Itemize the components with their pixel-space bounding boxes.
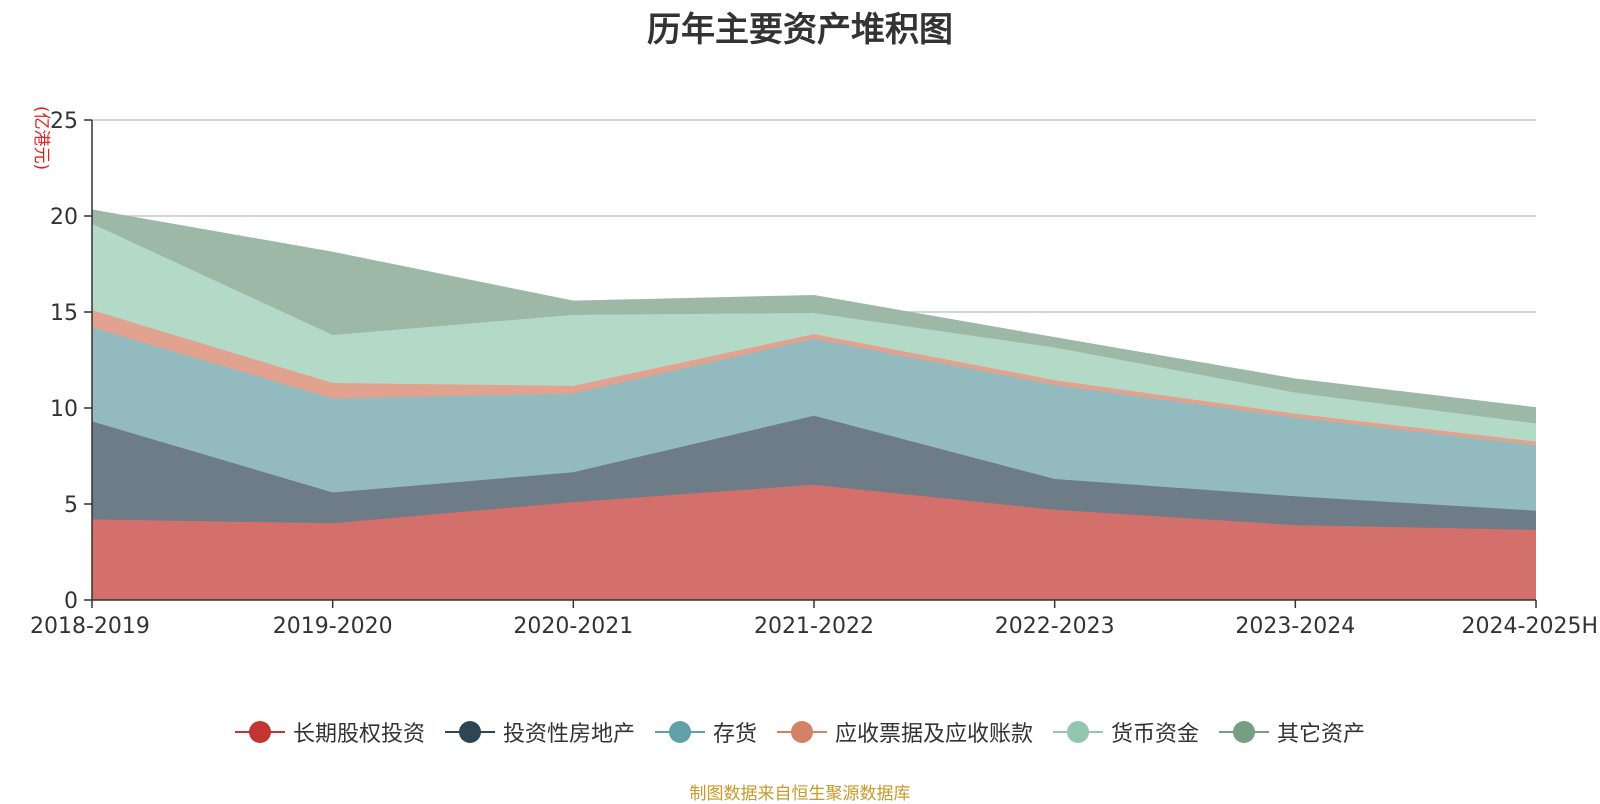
legend-swatch — [234, 721, 285, 743]
legend-swatch — [1219, 721, 1270, 743]
legend-label: 长期股权投资 — [292, 722, 425, 747]
legend-label: 其它资产 — [1277, 722, 1366, 747]
legend-label: 应收票据及应收账款 — [835, 722, 1034, 747]
area-series-3 — [92, 310, 1536, 446]
y-tick-label: 0 — [64, 589, 78, 614]
legend-swatch — [1053, 721, 1104, 743]
legend-swatch — [654, 721, 705, 743]
legend-label: 货币资金 — [1111, 722, 1200, 747]
y-axis-label: (亿港元) — [31, 106, 51, 170]
legend: 长期股权投资 投资性房地产 存货 应收票据及应收账款 货币资金 其它资产 — [0, 716, 1600, 748]
y-tick-label: 25 — [50, 109, 78, 134]
area-series-2 — [92, 327, 1536, 511]
legend-item[interactable]: 货币资金 — [1053, 716, 1199, 748]
legend-item[interactable]: 其它资产 — [1219, 716, 1365, 748]
x-tick-label: 2018-2019 — [30, 614, 150, 639]
area-series-0 — [92, 484, 1536, 600]
y-tick-label: 5 — [64, 493, 78, 518]
x-tick-label: 2023-2024 — [1235, 614, 1355, 639]
x-tick-label: 2024-2025H — [1462, 614, 1598, 639]
area-series-4 — [92, 223, 1536, 442]
area-layer — [91, 209, 1537, 600]
x-tick-label: 2021-2022 — [754, 614, 874, 639]
area-series-1 — [92, 415, 1536, 530]
legend-label: 存货 — [712, 722, 757, 747]
area-series-5 — [92, 210, 1536, 424]
axis-layer: (亿港元) 0 5 10 15 20 25 2018-2019 2019-2020 2020-2… — [30, 106, 1598, 639]
x-tick-label: 2019-2020 — [273, 614, 393, 639]
legend-item[interactable]: 应收票据及应收账款 — [777, 716, 1033, 748]
legend-item[interactable]: 投资性房地产 — [444, 716, 635, 748]
y-tick-label: 10 — [50, 397, 78, 422]
chart-title: 历年主要资产堆积图 — [647, 10, 953, 50]
source-note: 制图数据来自恒生聚源数据库 — [689, 784, 911, 804]
y-tick-label: 15 — [50, 301, 78, 326]
legend-swatch — [444, 721, 495, 743]
legend-label: 投资性房地产 — [502, 722, 635, 747]
x-tick-label: 2020-2021 — [513, 614, 633, 639]
legend-swatch — [777, 721, 827, 743]
legend-item[interactable]: 长期股权投资 — [234, 716, 425, 748]
y-tick-label: 20 — [50, 205, 78, 230]
legend-item[interactable]: 存货 — [654, 716, 757, 748]
area-edge-5 — [91, 209, 1537, 409]
x-tick-label: 2022-2023 — [995, 614, 1115, 639]
